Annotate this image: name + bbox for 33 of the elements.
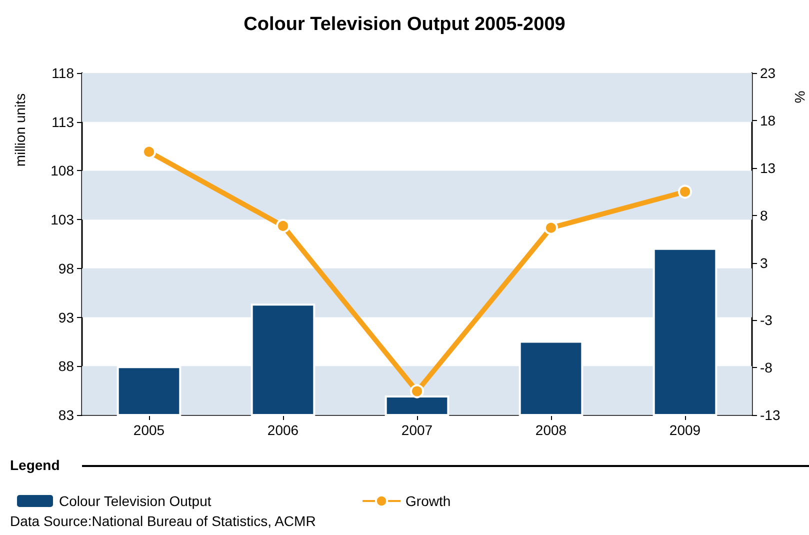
y2-tick-label: 13 bbox=[760, 160, 776, 176]
point bbox=[544, 220, 558, 235]
y-tick-label: 118 bbox=[52, 65, 74, 81]
y-tick-label: 108 bbox=[50, 162, 74, 179]
y-axis-title: million units bbox=[12, 93, 28, 167]
y-tick-label: 83 bbox=[58, 407, 74, 423]
point bbox=[678, 184, 692, 199]
chart-title: Colour Television Output 2005-2009 bbox=[244, 14, 566, 35]
legend-label: Growth bbox=[406, 493, 451, 509]
x-tick-label: 2007 bbox=[401, 422, 433, 438]
y2-tick-label: 8 bbox=[760, 208, 768, 224]
point bbox=[276, 218, 290, 233]
y2-axis-title: % bbox=[792, 90, 808, 104]
y-tick-label: 103 bbox=[50, 212, 74, 228]
point bbox=[142, 144, 156, 159]
y2-tick-label: -3 bbox=[760, 312, 773, 328]
legend-label: Colour Television Output bbox=[59, 493, 212, 509]
y-tick-label: 98 bbox=[58, 260, 74, 276]
x-tick-label: 2006 bbox=[267, 422, 299, 438]
x-tick-label: 2005 bbox=[133, 422, 165, 438]
y2-tick-label: 23 bbox=[760, 65, 776, 81]
x-tick-label: 2009 bbox=[669, 422, 701, 438]
y2-tick-label: -13 bbox=[760, 407, 780, 423]
y2-tick-label: 18 bbox=[760, 112, 776, 128]
source-note: Data Source:National Bureau of Statistics, ACMR bbox=[10, 513, 316, 529]
y-tick-label: 113 bbox=[52, 114, 74, 130]
legend-title: Legend bbox=[10, 457, 60, 473]
y2-tick-label: -8 bbox=[760, 360, 773, 376]
x-tick-label: 2008 bbox=[535, 422, 567, 438]
point bbox=[410, 384, 424, 398]
y-tick-label: 93 bbox=[58, 309, 74, 326]
y2-tick-label: 3 bbox=[760, 255, 768, 271]
y-tick-label: 88 bbox=[58, 358, 74, 374]
